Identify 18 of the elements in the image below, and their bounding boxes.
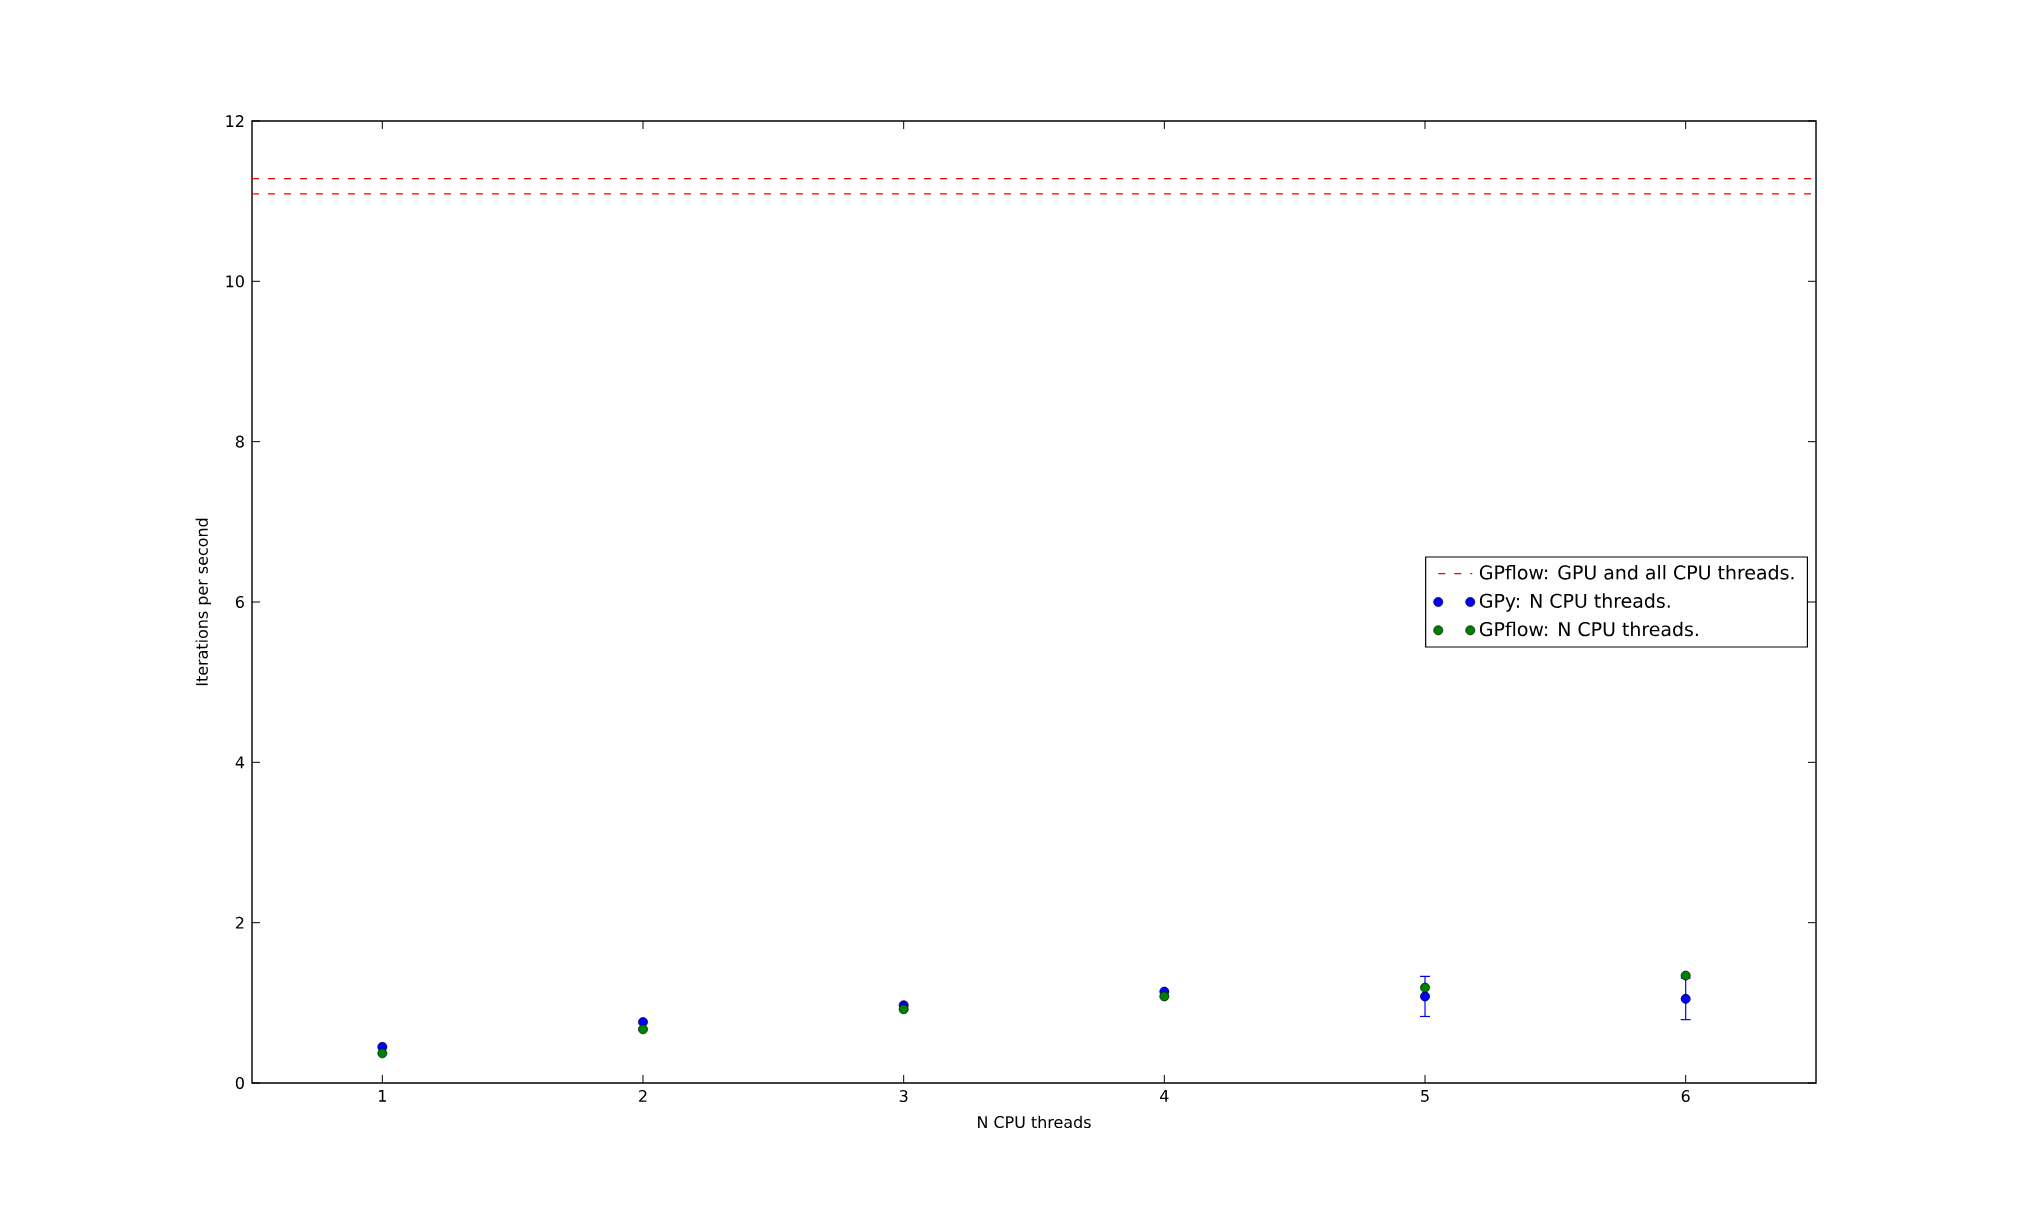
y-tick-label: 4 [235,756,245,769]
x-tick-label: 5 [1421,1090,1429,1102]
y-tick-label: 6 [235,595,244,609]
x-axis-title: N CPU threads [978,1115,1091,1129]
y-tick-label: 2 [235,916,244,929]
y-tick-label: 0 [235,1076,244,1090]
legend-label: GPy: N CPU threads. [1479,593,1670,612]
x-tick-label: 4 [1160,1090,1169,1102]
y-tick-label: 8 [235,435,244,448]
x-tick-label: 6 [1681,1090,1690,1103]
legend-label: GPflow: GPU and all CPU threads. [1479,564,1794,580]
x-tick-label: 3 [899,1090,908,1103]
x-tick-label: 2 [639,1090,647,1102]
y-tick-label: 10 [226,275,244,288]
y-tick-label: 12 [226,115,244,127]
x-tick-label: 1 [379,1090,386,1102]
legend-label: GPflow: N CPU threads. [1479,621,1698,637]
y-axis-title: Iterations per second [195,518,211,686]
